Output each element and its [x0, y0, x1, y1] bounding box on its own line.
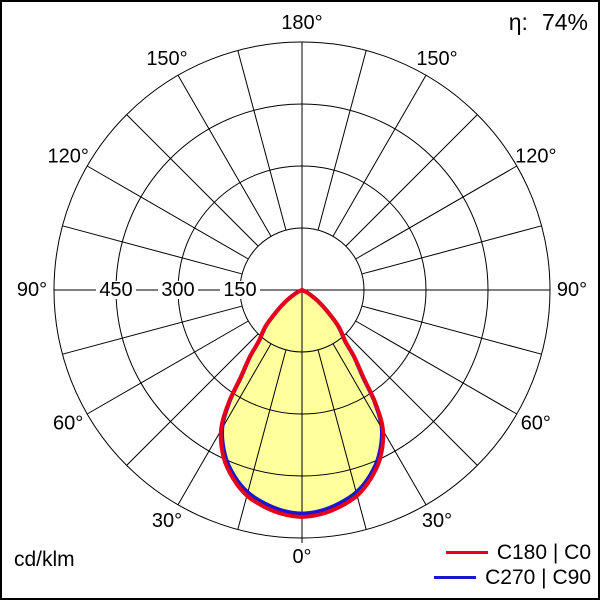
grid-spoke-120-left: [86, 165, 249, 260]
ring-label-300: 300: [161, 279, 194, 301]
grid-spoke-135-left: [126, 114, 259, 247]
grid-spoke-150-right: [332, 74, 427, 237]
legend-label: C180 | C0: [496, 541, 591, 564]
grid-spoke-60-right: [355, 320, 518, 415]
unit-label: cd/klm: [14, 548, 75, 571]
grid-spoke-15-right: [317, 349, 367, 530]
grid-spoke-150-left: [177, 74, 272, 237]
eta-value: 74%: [541, 9, 588, 35]
grid-spoke-120-right: [355, 165, 518, 260]
angle-label-90-left: 90°: [17, 279, 47, 301]
grid-spoke-75-left: [62, 305, 243, 355]
angle-label-0: 0°: [292, 546, 311, 568]
eta-symbol: η:: [508, 9, 528, 35]
legend-label: C270 | C90: [485, 566, 591, 589]
legend-line-icon: [445, 551, 488, 554]
angle-label-30-right: 30°: [422, 510, 452, 532]
angle-label-30-left: 30°: [152, 510, 182, 532]
grid-spoke-165-left: [237, 50, 287, 231]
angle-label-120-left: 120°: [47, 146, 88, 168]
grid-spoke-45-right: [345, 333, 478, 466]
angle-label-60-left: 60°: [53, 413, 83, 435]
grid-spoke-75-right: [361, 305, 542, 355]
efficiency-readout: η: 74%: [509, 9, 588, 36]
grid-spoke-60-left: [86, 320, 249, 415]
legend-item-1: C270 | C90: [434, 566, 591, 589]
ring-label-450: 450: [99, 279, 132, 301]
angle-label-120-right: 120°: [515, 146, 556, 168]
grid-spoke-45-left: [126, 333, 259, 466]
grid-spoke-105-left: [62, 225, 243, 275]
curve-c180-c0: [218, 288, 386, 519]
grid-spoke-105-right: [361, 225, 542, 275]
legend-line-icon: [434, 576, 477, 579]
ring-label-chip-450: [96, 281, 136, 299]
ring-label-chip-150: [220, 281, 260, 299]
ring-label-150: 150: [223, 279, 256, 301]
legend: C180 | C0 C270 | C90: [434, 541, 591, 589]
ring-label-chip-300: [158, 281, 198, 299]
angle-label-60-right: 60°: [521, 413, 551, 435]
grid-spoke-15-left: [237, 349, 287, 530]
grid-spoke-135-right: [345, 114, 478, 247]
angle-label-150-left: 150°: [146, 48, 187, 70]
angle-label-90-right: 90°: [557, 279, 587, 301]
angle-label-150-right: 150°: [416, 48, 457, 70]
grid-spoke-165-right: [317, 50, 367, 231]
angle-label-180: 180°: [281, 12, 322, 34]
legend-item-0: C180 | C0: [434, 541, 591, 564]
